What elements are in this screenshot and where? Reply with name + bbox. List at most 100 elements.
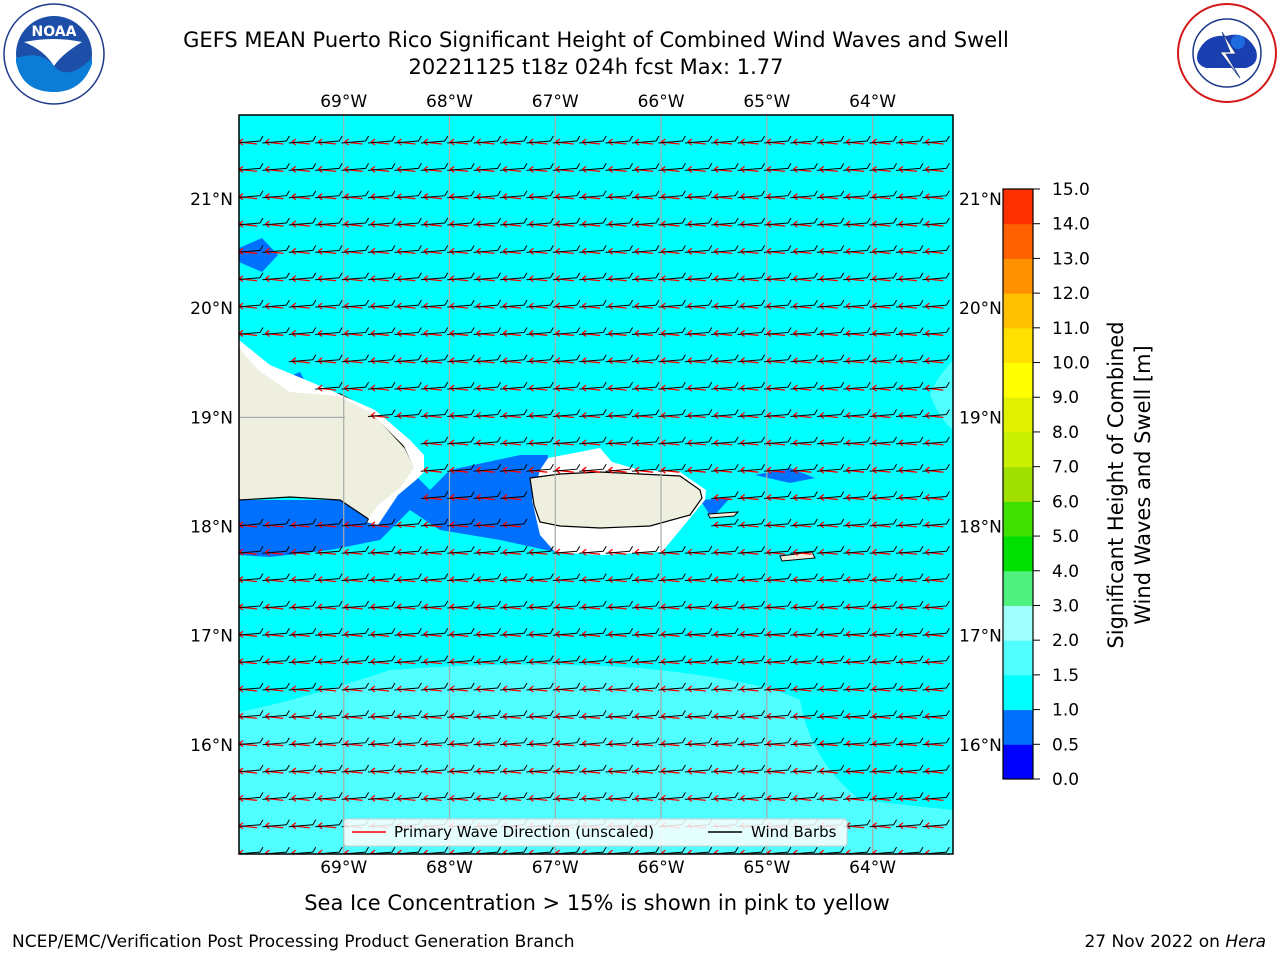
wind-barb [895,409,924,417]
wind-barb [869,518,898,527]
wind-barb [869,682,898,691]
lon-tick-label: 68°W [426,858,473,878]
wind-barb [394,354,422,363]
wind-barb [526,381,554,390]
wind-barb [473,190,502,199]
wind-barb [605,737,634,746]
wind-barb [711,245,739,253]
wind-barb [315,682,343,691]
wind-barb [605,272,634,281]
colorbar-tick-label: 11.0 [1052,319,1090,339]
lat-tick-label: 17°N [190,627,233,647]
wind-barb [288,655,317,664]
wind-barb [239,600,264,609]
colorbar-tick-label: 10.0 [1052,354,1090,374]
lon-tick-label: 67°W [532,858,579,878]
wind-barb [473,463,502,472]
wind-barb [922,737,950,746]
wind-barb [895,217,924,226]
wind-barb [605,135,634,144]
wind-barb [341,764,370,773]
wind-barb [526,217,554,226]
wind-barb [763,710,792,718]
colorbar-segment [1003,189,1033,225]
wind-barb [895,628,924,636]
wind-barb [843,545,871,554]
wind-barb [552,655,581,664]
wind-barb [262,737,290,746]
wind-barb [499,737,528,746]
wind-barb [816,327,845,335]
wind-barb [605,463,634,472]
lon-tick-label: 66°W [638,858,685,878]
lon-tick-label: 68°W [426,92,473,112]
wind-barb [341,737,370,746]
wind-barb [763,518,792,527]
lat-tick-label: 18°N [959,518,1002,538]
wind-barb [579,245,607,253]
wind-barb [526,463,554,472]
wind-barb [341,518,370,527]
wind-barb [288,600,317,609]
wind-barb [843,491,871,500]
wind-barb [420,299,449,308]
wind-barb [816,600,845,609]
legend-wind-label: Wind Barbs [751,823,837,841]
wind-barb [288,135,317,144]
wind-barb [816,135,845,144]
noaa-logo-text: NOAA [32,24,77,40]
wind-barb [869,600,898,609]
wind-barb [684,381,713,390]
wind-barb [895,354,924,363]
wind-barb [869,299,898,308]
wind-barb [239,518,264,527]
wind-barb [869,135,898,144]
colorbar-segment [1003,293,1033,329]
sea-ice-note: Sea Ice Concentration > 15% is shown in … [304,891,890,915]
wind-barb [605,354,634,363]
wind-barb [816,764,845,773]
wind-barb [552,628,581,636]
wind-barb [869,463,898,472]
wind-barb [499,245,528,253]
wind-barb [499,299,528,308]
wind-barb [552,463,581,472]
wind-barb [658,163,686,171]
wind-barb [684,299,713,308]
lat-tick-label: 16°N [190,736,233,756]
wind-barb [843,600,871,609]
wind-barb [239,819,264,828]
wind-barb [843,272,871,281]
wind-barb [763,135,792,144]
wind-barb [239,217,264,226]
wind-barb [816,245,845,253]
wind-barb [552,792,581,800]
wind-barb [922,299,950,308]
wind-barb [869,628,898,636]
wind-barb [658,245,686,253]
wind-barb [737,682,766,691]
wind-barb [816,463,845,472]
wind-barb [288,354,317,363]
wind-barb [711,491,739,500]
wind-barb [843,792,871,800]
wind-barb [895,655,924,664]
wind-barb [605,327,634,335]
wind-barb [869,491,898,500]
wind-barb [239,710,264,718]
wind-barb [552,545,581,554]
colorbar-segment [1003,397,1033,433]
wind-barb [579,682,607,691]
wind-barb [922,628,950,636]
wind-barb [843,436,871,445]
wind-barb [790,682,818,691]
wind-barb [473,409,502,417]
wind-barb [526,545,554,554]
wind-barb [526,573,554,582]
colorbar-segment [1003,709,1033,745]
wind-barb [922,381,950,390]
wind-barb [684,409,713,417]
wind-barb [367,710,396,718]
wind-barb [341,354,370,363]
wind-barb [605,190,634,199]
